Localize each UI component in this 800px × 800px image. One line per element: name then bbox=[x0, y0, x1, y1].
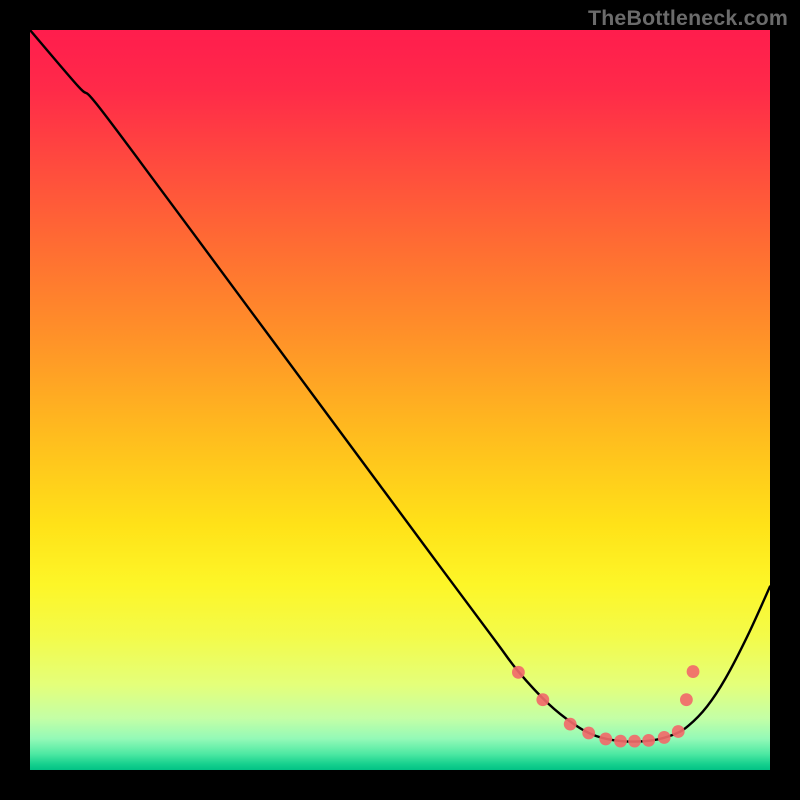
curve-marker bbox=[564, 718, 577, 731]
chart-frame: TheBottleneck.com bbox=[0, 0, 800, 800]
plot-area bbox=[30, 30, 770, 770]
curve-marker bbox=[512, 666, 525, 679]
curve-marker bbox=[680, 693, 693, 706]
curve-marker bbox=[582, 727, 595, 740]
curve-marker bbox=[658, 731, 671, 744]
curve-marker bbox=[599, 733, 612, 746]
curve-marker bbox=[628, 735, 641, 748]
watermark-text: TheBottleneck.com bbox=[588, 6, 788, 31]
gradient-background bbox=[30, 30, 770, 770]
curve-marker bbox=[536, 693, 549, 706]
curve-marker bbox=[614, 735, 627, 748]
curve-marker bbox=[672, 725, 685, 738]
curve-marker bbox=[642, 734, 655, 747]
plot-svg bbox=[30, 30, 770, 770]
curve-marker bbox=[687, 665, 700, 678]
